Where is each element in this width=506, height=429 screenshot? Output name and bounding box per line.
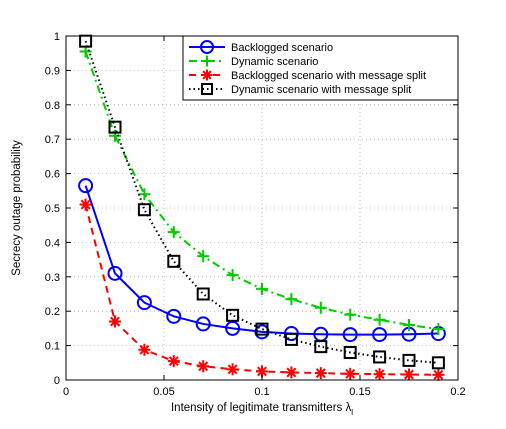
data-point-square (167, 254, 181, 268)
legend-entry: Backlogged scenario with message split (189, 69, 426, 82)
data-point-square (373, 350, 387, 364)
legend-label: Dynamic scenario with message split (231, 84, 411, 96)
legend-label: Backlogged scenario with message split (231, 70, 426, 82)
y-tick-label: 0.1 (45, 341, 60, 353)
data-point-square (431, 356, 445, 370)
data-point-circle (78, 178, 94, 194)
data-point-plus (226, 269, 239, 282)
data-point-square (226, 308, 240, 322)
y-tick-label: 0.5 (45, 203, 60, 215)
data-point-plus (403, 318, 415, 331)
data-point-square (343, 345, 357, 359)
data-point-square (402, 353, 416, 367)
data-point-square (196, 287, 210, 301)
series-layer (78, 34, 446, 381)
legend-label: Dynamic scenario (231, 56, 318, 68)
data-point-square (314, 340, 328, 354)
data-point-asterisk (138, 343, 151, 356)
data-point-asterisk (314, 367, 327, 380)
data-point-plus (344, 308, 357, 321)
data-point-plus (197, 250, 210, 263)
series-line (84, 185, 439, 336)
data-point-square (284, 332, 298, 346)
x-axis-label-main: Intensity of legitimate transmitters λ (171, 402, 351, 414)
legend-entry: Dynamic scenario with message split (189, 83, 411, 96)
data-point-asterisk (403, 368, 415, 381)
data-point-asterisk (226, 363, 239, 376)
data-point-square (137, 203, 151, 217)
data-point-plus (201, 55, 213, 67)
y-axis-label: Secrecy outage probability (11, 140, 23, 276)
legend-box (182, 35, 459, 101)
data-point-asterisk (109, 315, 121, 328)
series-4 (79, 34, 445, 370)
y-tick-label: 0.7 (45, 134, 60, 146)
legend-entry: Dynamic scenario (189, 55, 318, 68)
data-point-asterisk (167, 355, 180, 368)
y-tick-label: 0.2 (45, 306, 60, 318)
data-point-circle (342, 327, 358, 343)
data-point-asterisk (197, 360, 210, 373)
y-tick-label: 0.3 (45, 272, 60, 284)
data-point-plus (314, 301, 327, 314)
data-point-asterisk (373, 368, 386, 381)
y-tick-label: 0.4 (45, 237, 60, 249)
data-point-square (255, 322, 269, 336)
data-point-asterisk (344, 367, 357, 380)
x-tick-label: 0 (63, 386, 69, 398)
data-point-plus (138, 188, 151, 201)
data-point-circle (195, 316, 211, 332)
x-tick-label: 0.2 (450, 386, 465, 398)
data-point-circle (372, 327, 388, 343)
y-tick-label: 1 (54, 31, 60, 43)
x-tick-label: 0.1 (254, 386, 269, 398)
data-point-square (201, 83, 213, 95)
data-point-plus (285, 293, 298, 306)
y-tick-label: 0.6 (45, 169, 60, 181)
data-point-circle (225, 320, 241, 336)
legend-label: Backlogged scenario (231, 42, 333, 54)
data-point-asterisk (285, 366, 298, 379)
data-point-plus (373, 313, 386, 326)
data-point-asterisk (432, 368, 445, 381)
data-point-circle (136, 295, 152, 311)
data-point-plus (256, 282, 268, 295)
y-tick-label: 0.8 (45, 100, 60, 112)
x-axis-label-subscript: l (351, 408, 353, 417)
legend-entry: Backlogged scenario (189, 40, 333, 54)
y-tick-label: 0 (54, 375, 60, 387)
data-point-plus (432, 323, 445, 336)
series-3 (79, 198, 445, 381)
data-point-square (108, 120, 122, 134)
x-tick-label: 0.15 (349, 386, 370, 398)
data-point-asterisk (79, 198, 92, 211)
data-point-plus (167, 226, 180, 239)
x-axis-label: Intensity of legitimate transmitters λl (171, 402, 353, 417)
data-point-asterisk (201, 69, 213, 81)
data-point-circle (200, 40, 214, 54)
data-point-circle (166, 308, 182, 324)
data-point-circle (107, 265, 123, 281)
y-tick-label: 0.9 (45, 65, 60, 77)
grid (66, 36, 458, 380)
legend: Backlogged scenario Dynamic scenario Backl… (182, 35, 459, 101)
x-tick-label: 0.05 (153, 386, 174, 398)
